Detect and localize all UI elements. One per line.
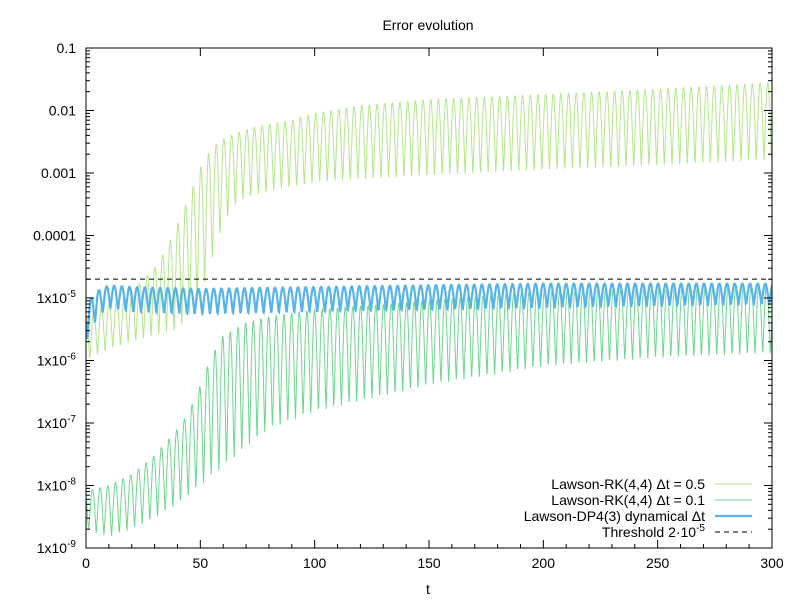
axes-layer: 0 50 100 150 200 250 300 1x10-9 1x10-8 1x10-7 1x10…	[33, 40, 784, 571]
y-tick-label: 1x10-8	[37, 477, 77, 494]
legend-entry-1: Lawson-RK(4,4) Δt = 0.5	[551, 476, 752, 492]
x-tick-label: 0	[82, 555, 90, 571]
y-tick-5: 0.0001	[33, 228, 772, 244]
y-tick-label: 0.0001	[33, 228, 76, 244]
series-line-2	[86, 284, 772, 537]
y-tick-label: 1x10-5	[37, 289, 77, 306]
legend-label: Threshold 2·10-5	[602, 523, 706, 540]
series-layer	[86, 82, 772, 537]
y-tick-label: 1x10-7	[37, 414, 77, 431]
y-tick-4: 1x10-5	[37, 289, 772, 306]
x-tick-label: 250	[646, 555, 670, 571]
y-tick-0: 1x10-9	[37, 539, 772, 556]
y-tick-label: 0.1	[57, 40, 77, 56]
y-tick-6: 0.001	[41, 165, 772, 181]
y-tick-2: 1x10-7	[37, 414, 772, 431]
legend-entry-2: Lawson-RK(4,4) Δt = 0.1	[551, 492, 752, 508]
x-axis-label: t	[426, 581, 430, 597]
y-tick-7: 0.01	[49, 103, 772, 119]
y-tick-label: 1x10-6	[37, 352, 77, 369]
y-tick-1: 1x10-8	[37, 477, 772, 494]
x-tick-5: 250	[646, 48, 670, 571]
y-tick-label: 1x10-9	[37, 539, 77, 556]
x-tick-label: 100	[303, 555, 327, 571]
x-tick-label: 200	[532, 555, 556, 571]
legend-entry-3: Lawson-DP4(3) dynamical Δt	[524, 508, 752, 524]
legend-label: Lawson-DP4(3) dynamical Δt	[524, 508, 705, 524]
series-line-3	[86, 282, 772, 339]
x-tick-label: 150	[417, 555, 441, 571]
x-tick-3: 150	[417, 48, 441, 571]
x-tick-1: 50	[193, 48, 209, 571]
x-tick-label: 50	[193, 555, 209, 571]
x-tick-6: 300	[760, 48, 784, 571]
x-tick-4: 200	[532, 48, 556, 571]
y-tick-8: 0.1	[57, 40, 772, 56]
legend-label: Lawson-RK(4,4) Δt = 0.1	[551, 492, 705, 508]
legend-label: Lawson-RK(4,4) Δt = 0.5	[551, 476, 705, 492]
y-tick-label: 0.001	[41, 165, 76, 181]
x-tick-0: 0	[82, 48, 90, 571]
x-tick-label: 300	[760, 555, 784, 571]
y-tick-3: 1x10-6	[37, 352, 772, 369]
legend-entry-4: Threshold 2·10-5	[602, 523, 752, 540]
series-line-1	[86, 82, 772, 359]
x-tick-2: 100	[303, 48, 327, 571]
chart-title: Error evolution	[382, 17, 473, 33]
y-tick-label: 0.01	[49, 103, 76, 119]
